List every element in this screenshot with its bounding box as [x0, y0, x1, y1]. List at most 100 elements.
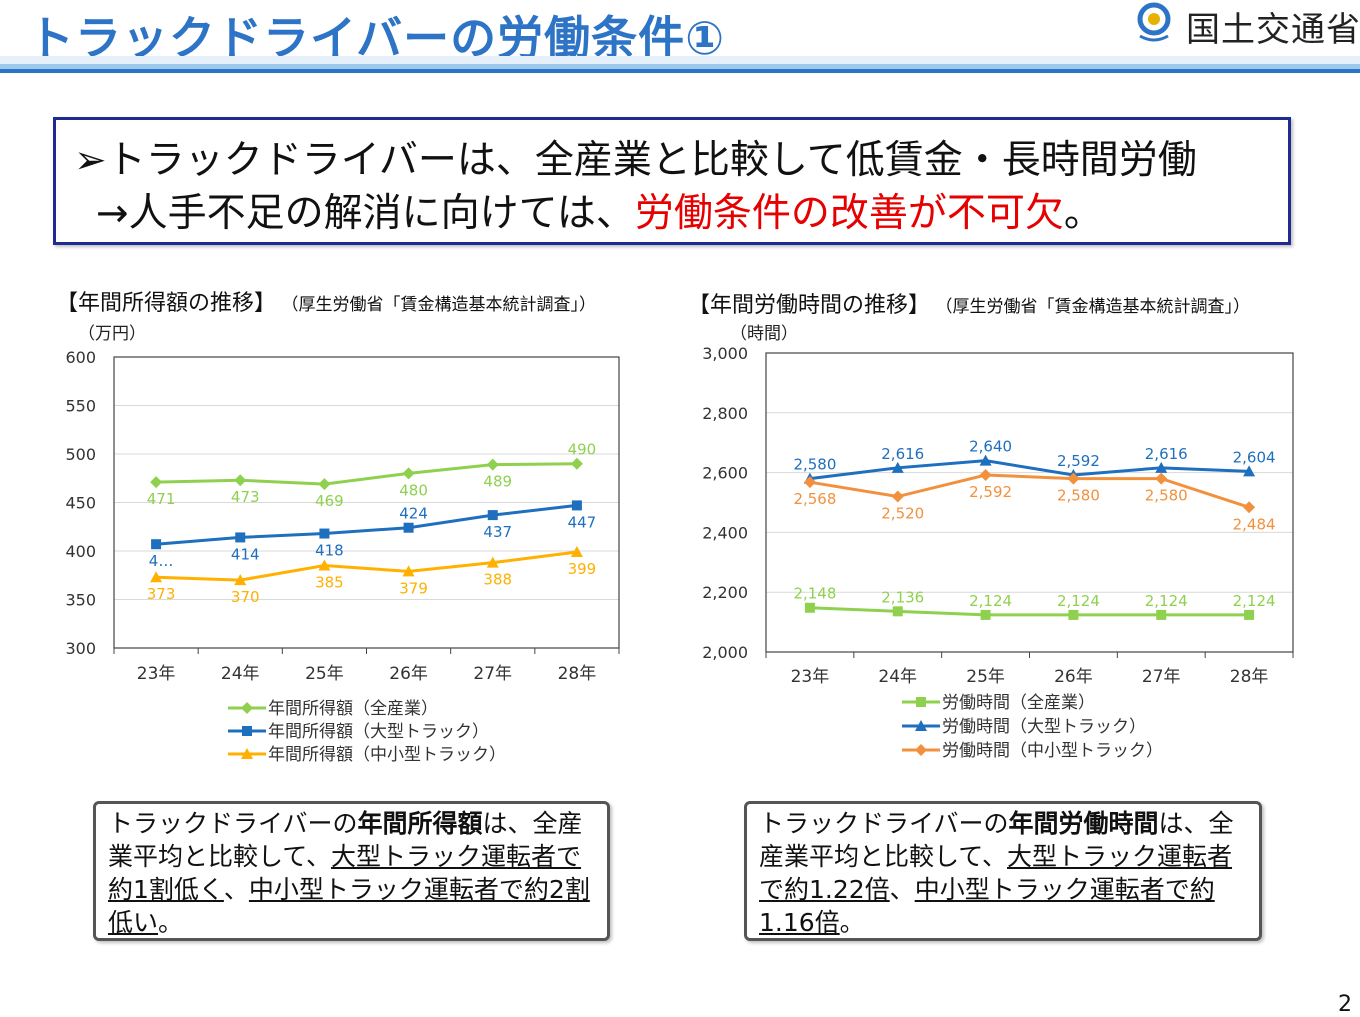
income-data-label-2: 370 — [231, 588, 260, 606]
hours-y-tick-label: 2,600 — [702, 464, 748, 483]
hours-series-line-2 — [809, 473, 1250, 509]
hours-plot-frame — [765, 352, 1294, 653]
hours-y-unit: （時間） — [730, 324, 798, 344]
key-message-prefix: →人手不足の解消に向けては、 — [96, 191, 635, 236]
income-data-label-0: 473 — [231, 488, 260, 506]
income-data-point-0 — [570, 457, 583, 470]
key-message-line2: →人手不足の解消に向けては、労働条件の改善が不可欠。 — [96, 182, 1103, 238]
hours-data-label-2: 2,592 — [969, 483, 1012, 501]
hours-series-line-1 — [809, 459, 1250, 481]
income-data-label-2: 379 — [399, 579, 428, 597]
income-y-tick-label: 300 — [65, 639, 96, 658]
income-data-label-2: 373 — [147, 585, 176, 603]
income-note-text: は、全産業平均と比較して、 — [108, 809, 583, 871]
hours-x-tick-label: 28年 — [1230, 667, 1269, 687]
hours-data-label-2: 2,568 — [793, 490, 836, 508]
income-data-label-2: 388 — [483, 571, 512, 589]
hours-data-point-2 — [803, 476, 816, 489]
hours-data-label-0: 2,148 — [793, 585, 836, 603]
income-series-line-1 — [155, 503, 578, 546]
hours-data-point-0 — [1244, 609, 1255, 620]
hours-note-text: トラックドライバーの — [759, 809, 1009, 838]
hours-data-point-2 — [1155, 472, 1168, 485]
income-data-point-1 — [487, 510, 498, 521]
income-data-point-1 — [235, 532, 246, 543]
hours-data-label-0: 2,124 — [1145, 592, 1188, 610]
income-data-label-0: 469 — [315, 492, 344, 510]
income-note-bold: 年間所得額 — [357, 809, 483, 838]
hours-data-point-1 — [891, 461, 904, 473]
income-data-point-2 — [318, 559, 331, 571]
income-x-tick-label: 26年 — [389, 664, 428, 684]
income-note-text: トラックドライバーの — [108, 809, 358, 838]
income-data-label-0: 489 — [483, 473, 512, 491]
income-data-point-2 — [402, 565, 415, 577]
hours-data-label-1: 2,604 — [1233, 448, 1276, 466]
hours-legend-label-0: 労働時間（全産業） — [942, 693, 1095, 713]
income-data-label-1: 4… — [149, 552, 174, 570]
income-data-point-2 — [150, 571, 163, 583]
income-data-point-1 — [403, 522, 414, 533]
income-data-point-0 — [318, 478, 331, 491]
hours-note-text: 。 — [839, 908, 865, 937]
hours-data-label-1: 2,592 — [1057, 452, 1100, 470]
income-chart-title: 【年間所得額の推移】 — [56, 291, 277, 316]
hours-data-label-2: 2,520 — [881, 505, 924, 523]
hours-data-point-0 — [1156, 609, 1167, 620]
hours-legend-label-2: 労働時間（中小型トラック） — [942, 741, 1163, 761]
hours-data-point-0 — [1068, 609, 1079, 620]
hours-data-point-0 — [892, 606, 903, 617]
hours-data-label-2: 2,484 — [1233, 515, 1276, 533]
income-chart-heading: 【年間所得額の推移】 （厚生労働省「賃金構造基本統計調査」） — [56, 285, 596, 317]
hours-data-point-2 — [891, 490, 904, 503]
hours-data-point-0 — [804, 602, 815, 613]
income-data-label-1: 418 — [315, 542, 344, 560]
income-y-unit: （万円） — [78, 324, 146, 344]
hours-data-point-2 — [1067, 472, 1080, 485]
header-band — [0, 56, 1360, 78]
income-data-point-0 — [234, 474, 247, 487]
income-series-line-2 — [156, 550, 578, 582]
income-x-tick-label: 27年 — [473, 664, 512, 684]
income-data-label-2: 385 — [315, 574, 344, 592]
income-y-tick-label: 400 — [65, 542, 96, 561]
income-chart-source: （厚生労働省「賃金構造基本統計調査」） — [290, 295, 597, 315]
hours-x-tick-label: 23年 — [791, 667, 830, 687]
hours-note-text: 、 — [889, 875, 915, 904]
page-number: 2 — [1338, 992, 1352, 1017]
hours-note-text: は、全産業平均と比較して、 — [759, 809, 1234, 871]
hours-legend-marker-2 — [915, 744, 927, 756]
hours-note-underline: 大型トラック運転者で約1.22倍 — [759, 842, 1233, 904]
hours-chart-heading: 【年間労働時間の推移】 （厚生労働省「賃金構造基本統計調査」） — [688, 287, 1250, 319]
hours-data-label-0: 2,136 — [881, 588, 924, 606]
hours-chart-title: 【年間労働時間の推移】 — [688, 293, 931, 318]
income-legend-label-1: 年間所得額（大型トラック） — [268, 722, 489, 742]
hours-data-label-1: 2,616 — [881, 445, 924, 463]
income-data-label-0: 471 — [147, 490, 176, 508]
hours-x-tick-label: 26年 — [1054, 667, 1093, 687]
income-data-point-1 — [319, 528, 330, 539]
income-data-label-0: 490 — [568, 441, 597, 459]
income-data-label-1: 437 — [483, 523, 512, 541]
income-data-point-1 — [571, 500, 582, 511]
hours-data-point-1 — [979, 454, 992, 466]
hours-data-label-1: 2,640 — [969, 438, 1012, 456]
income-data-label-1: 447 — [568, 513, 597, 531]
hours-data-point-2 — [1243, 501, 1256, 514]
income-y-tick-label: 350 — [65, 591, 96, 610]
hours-series-line-0 — [809, 606, 1250, 617]
income-data-point-2 — [570, 545, 583, 557]
hours-data-label-0: 2,124 — [1057, 592, 1100, 610]
income-data-point-0 — [486, 458, 499, 471]
income-y-tick-label: 450 — [65, 494, 96, 513]
income-data-label-0: 480 — [399, 481, 428, 499]
hours-y-tick-label: 3,000 — [702, 344, 748, 363]
income-legend-label-2: 年間所得額（中小型トラック） — [268, 745, 506, 765]
hours-note-box: トラックドライバーの年間労働時間は、全産業平均と比較して、大型トラック運転者で約… — [744, 801, 1262, 941]
hours-data-point-1 — [1155, 461, 1168, 473]
income-series-line-0 — [156, 462, 577, 486]
hours-data-point-0 — [980, 609, 991, 620]
mlit-logo-icon — [1137, 2, 1171, 42]
